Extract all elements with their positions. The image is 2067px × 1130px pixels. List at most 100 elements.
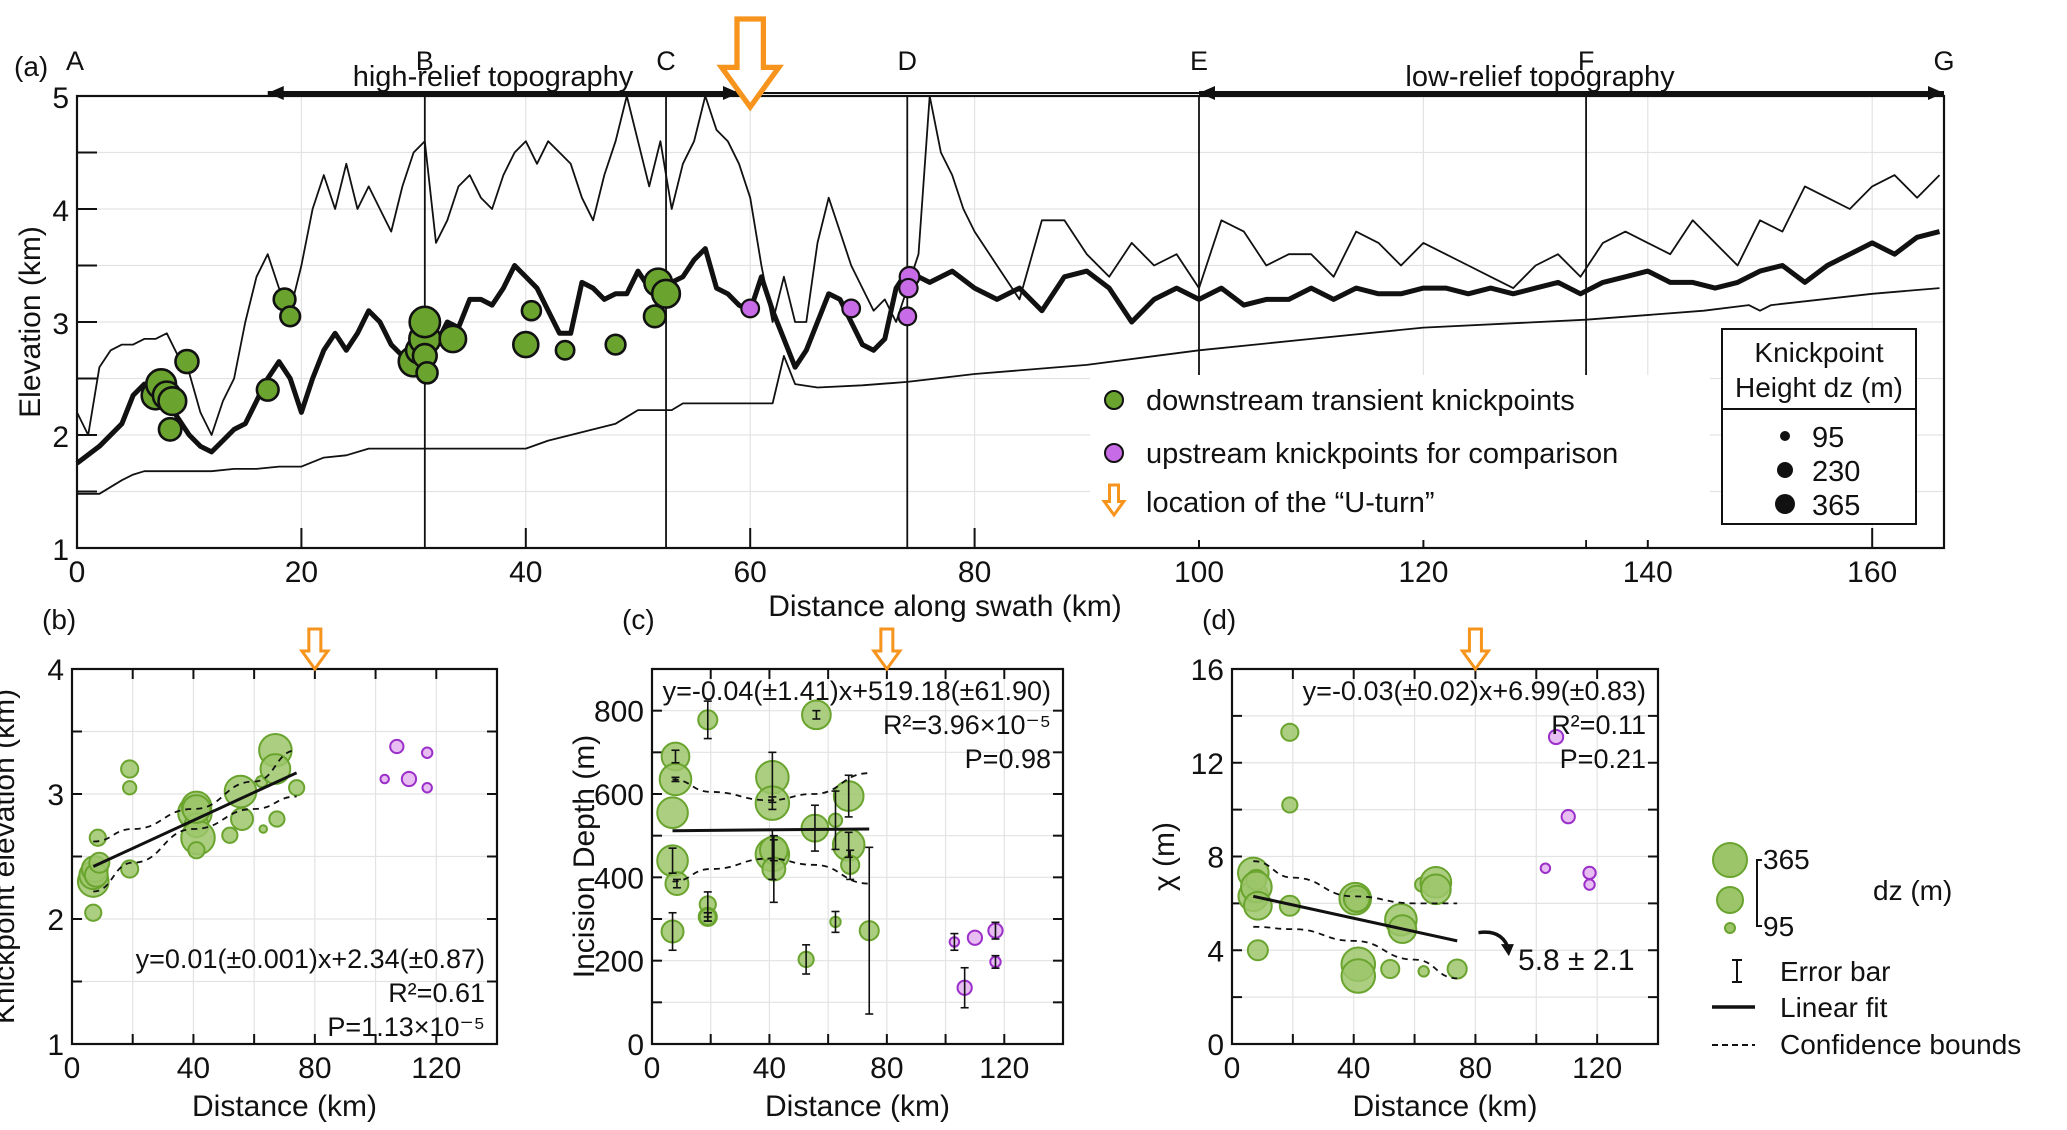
x-tick-label: 20: [285, 556, 318, 589]
x-axis-title: Distance (km): [1352, 1090, 1537, 1123]
relief-zone-label: low-relief topography: [1405, 61, 1675, 93]
x-tick-label: 80: [1459, 1052, 1492, 1085]
panel-b: 0 40 80 120 1 2 3 4 Distance (km) Knickpoint elev…: [0, 604, 499, 1123]
panel-label: (d): [1202, 604, 1236, 635]
section-label: G: [1933, 46, 1954, 76]
size-legend-value: 365: [1812, 490, 1860, 522]
x-axis-title: Distance (km): [192, 1090, 377, 1123]
y-tick-label: 0: [627, 1029, 644, 1062]
y-tick-label: 2: [47, 904, 64, 937]
dz-legend-medium: [1716, 886, 1744, 914]
downstream-knickpoint: [157, 385, 188, 417]
downstream-point: [258, 824, 269, 834]
x-tick-label: 160: [1847, 556, 1897, 589]
section-label: F: [1578, 46, 1595, 76]
size-legend-marker: [1775, 494, 1795, 514]
fit-r2: R²=3.96×10⁻⁵: [883, 710, 1051, 740]
relief-zone-label: high-relief topography: [353, 61, 634, 93]
section-label: D: [898, 46, 918, 76]
x-axis-title: Distance along swath (km): [768, 590, 1121, 623]
linear-fit-line: [672, 827, 870, 833]
downstream-point: [656, 796, 689, 830]
relief-arrow-head-right: [722, 86, 739, 100]
uturn-arrow-icon: [870, 627, 903, 672]
dz-legend-large: [1712, 842, 1748, 878]
downstream-point: [221, 826, 239, 844]
panel-label: (b): [42, 604, 76, 635]
upstream-knickpoint: [740, 298, 761, 319]
legend-upstream-label: upstream knickpoints for comparison: [1146, 438, 1618, 470]
downstream-knickpoint: [554, 339, 576, 361]
downstream-knickpoint: [520, 299, 543, 322]
legend-linear-fit-label: Linear fit: [1780, 992, 1888, 1023]
y-axis-title: χ (m): [1148, 822, 1181, 891]
x-tick-label: 0: [644, 1052, 661, 1085]
fit-r2: R²=0.61: [388, 978, 485, 1008]
confidence-bound-upper: [672, 772, 870, 802]
x-tick-label: 140: [1623, 556, 1673, 589]
downstream-point: [230, 807, 254, 831]
legend-points: downstream transient knickpoints upstream…: [1090, 375, 1710, 540]
confidence-bound-upper: [93, 749, 297, 843]
linear-fit-line: [1252, 894, 1458, 943]
plot-frame: [1230, 667, 1660, 1046]
downstream-point: [120, 759, 140, 779]
downstream-point: [1380, 958, 1401, 980]
downstream-knickpoint: [511, 330, 540, 359]
x-tick-label: 120: [1398, 556, 1448, 589]
panel-c: 0 40 80 120 0 200 400 600 800 Distance (km) Incisi…: [568, 604, 1065, 1123]
y-axis-title: Knickpoint elevation (km): [0, 689, 21, 1024]
x-tick-label: 120: [979, 1052, 1029, 1085]
section-label: B: [416, 46, 434, 76]
downstream-knickpoint: [642, 304, 667, 329]
y-tick-label: 1: [52, 534, 69, 567]
size-legend-bottom: 365 95 dz (m) Error bar Linear fit Confidence…: [1712, 842, 2021, 1060]
size-legend-box: [1721, 328, 1917, 525]
y-tick-label: 3: [47, 779, 64, 812]
legend-uturn-label: location of the “U-turn”: [1146, 487, 1435, 519]
x-tick-label: 0: [1224, 1052, 1241, 1085]
confidence-bound-lower: [93, 795, 297, 893]
fit-equation: y=-0.03(±0.02)x+6.99(±0.83): [1303, 676, 1646, 706]
y-tick-label: 2: [52, 421, 69, 454]
size-legend-marker: [1780, 431, 1790, 441]
downstream-point: [1246, 939, 1269, 962]
downstream-knickpoint: [408, 305, 442, 339]
y-tick-label: 800: [594, 696, 644, 729]
legend-uturn-arrow-icon: [1101, 483, 1127, 518]
y-tick-label: 12: [1191, 748, 1224, 781]
x-tick-label: 0: [69, 556, 86, 589]
legend-upstream-marker: [1104, 443, 1124, 463]
section-label: C: [656, 46, 676, 76]
y-tick-label: 16: [1191, 654, 1224, 687]
upstream-knickpoint: [898, 277, 919, 299]
x-tick-label: 40: [753, 1052, 786, 1085]
dz-legend-title: dz (m): [1873, 875, 1952, 906]
size-legend-value: 230: [1812, 456, 1860, 488]
legend-downstream-label: downstream transient knickpoints: [1146, 385, 1575, 417]
dz-legend-small: [1724, 922, 1736, 934]
confidence-bound-lower: [672, 857, 870, 885]
uturn-arrow-icon: [716, 16, 784, 112]
downstream-knickpoint: [174, 348, 200, 375]
downstream-point: [88, 828, 107, 847]
upstream-point: [1582, 865, 1597, 881]
uturn-arrow-icon: [298, 627, 331, 672]
x-tick-label: 100: [1174, 556, 1224, 589]
downstream-point: [84, 903, 103, 922]
downstream-point: [1420, 873, 1452, 906]
size-legend-marker: [1777, 462, 1793, 478]
upstream-point: [1547, 728, 1565, 746]
profile-min-elevation: [77, 287, 1940, 495]
y-axis-title: Incision Depth (m): [568, 735, 601, 978]
y-tick-label: 400: [594, 862, 644, 895]
legend-error-bar-label: Error bar: [1780, 956, 1890, 987]
x-axis-title: Distance (km): [765, 1090, 950, 1123]
upstream-point: [1539, 862, 1552, 874]
upstream-point: [400, 770, 418, 788]
downstream-knickpoint: [279, 305, 302, 328]
upstream-point: [421, 782, 433, 794]
plot-frame: [650, 667, 1065, 1046]
